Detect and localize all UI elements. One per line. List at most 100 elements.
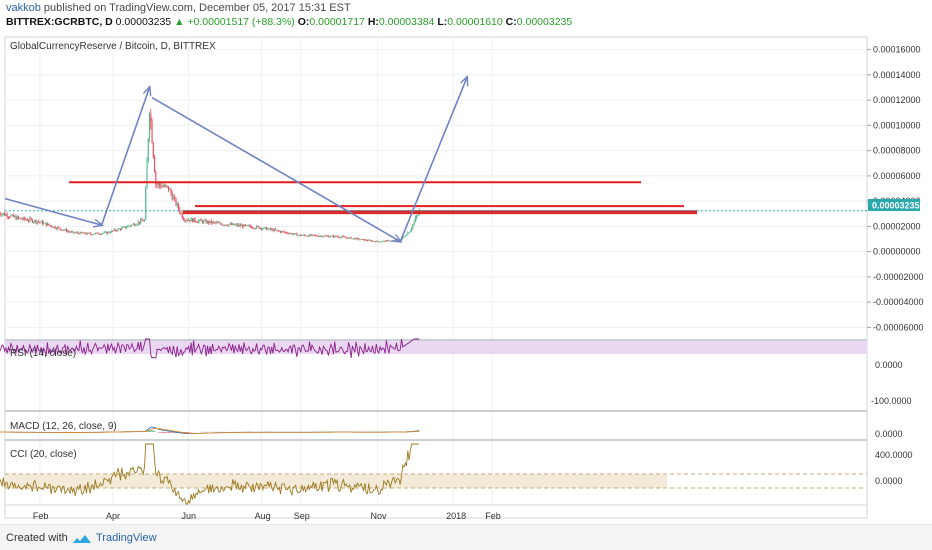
candle-body: [293, 233, 295, 235]
candle-body: [229, 223, 231, 225]
macd-histogram-bar: [164, 432, 166, 433]
low-value: 0.00001610: [447, 16, 503, 28]
candle-body: [170, 189, 172, 194]
high-value: 0.00003384: [378, 16, 435, 28]
candle-body: [17, 216, 20, 218]
candle-body: [62, 230, 64, 231]
tradingview-logo-icon[interactable]: [72, 534, 92, 544]
candle-body: [266, 227, 268, 231]
candle-body: [188, 219, 190, 221]
cci-tick-400: 400.0000: [875, 450, 913, 460]
candle-body: [101, 233, 103, 235]
candle-body: [103, 232, 105, 234]
candle-body: [107, 231, 109, 234]
candle-body: [15, 216, 17, 220]
candle-body: [360, 239, 362, 240]
candle-body: [51, 226, 54, 228]
price-tick-label: 0.00002000: [873, 221, 921, 231]
candle-body: [334, 235, 336, 238]
time-tick-label: Jun: [182, 511, 197, 521]
candle-body: [122, 226, 124, 228]
candle-body: [269, 228, 272, 230]
candle-body: [135, 225, 137, 226]
candle-body: [256, 226, 258, 229]
candle-body: [112, 230, 114, 232]
rsi-tick-0: 0.0000: [875, 360, 903, 370]
chart-svg[interactable]: GlobalCurrencyReserve / Bitcoin, D, BITT…: [0, 30, 932, 524]
candle-body: [242, 225, 244, 228]
candle-body: [213, 221, 215, 223]
main-chart-title: GlobalCurrencyReserve / Bitcoin, D, BITT…: [10, 41, 216, 52]
candle-body: [310, 234, 312, 236]
candle-body: [74, 232, 76, 234]
candle-body: [271, 229, 273, 230]
candle-body: [199, 219, 201, 221]
candle-body: [248, 225, 250, 227]
candle-body: [136, 224, 138, 226]
candle-body: [309, 234, 311, 237]
candle-body: [335, 235, 337, 237]
chart-area[interactable]: GlobalCurrencyReserve / Bitcoin, D, BITT…: [0, 30, 932, 524]
candle-body: [109, 232, 112, 234]
macd-title: MACD (12, 26, close, 9): [10, 421, 117, 432]
candle-body: [181, 213, 183, 219]
candle-body: [261, 227, 263, 230]
macd-tick-0: 0.0000: [875, 429, 903, 439]
candle-body: [189, 219, 191, 222]
candle-body: [46, 223, 49, 226]
candle-body: [165, 184, 167, 186]
candle-body: [142, 220, 144, 222]
candle-body: [238, 224, 240, 226]
trend-arrow[interactable]: [399, 77, 467, 242]
candle-body: [86, 233, 88, 235]
candle-body: [127, 225, 129, 228]
candle-body: [417, 213, 419, 216]
candle-body: [252, 227, 254, 229]
candle-body: [98, 234, 100, 235]
candle-body: [327, 235, 330, 238]
candle-body: [372, 240, 374, 242]
candle-body: [69, 231, 71, 233]
tradingview-brand[interactable]: TradingView: [96, 532, 157, 544]
trend-arrow[interactable]: [4, 197, 102, 226]
candle-body: [277, 230, 279, 231]
candle-body: [10, 215, 12, 218]
candle-body: [0, 214, 2, 216]
candle-body: [154, 156, 156, 172]
candle-body: [141, 219, 143, 221]
current-price-tag: [868, 199, 920, 211]
candle-body: [9, 217, 11, 218]
author-name[interactable]: vakkob: [6, 2, 41, 14]
candle-body: [239, 224, 241, 227]
candle-body: [278, 230, 280, 232]
candle-body: [235, 224, 238, 226]
candle-body: [263, 227, 265, 229]
macd-histogram-bar: [418, 431, 420, 432]
candle-body: [73, 231, 75, 233]
drawing-layer[interactable]: [4, 77, 867, 242]
candle-body: [151, 121, 153, 143]
candle-body: [363, 239, 365, 241]
candle-body: [75, 232, 78, 234]
trend-arrow[interactable]: [151, 96, 400, 242]
candle-body: [220, 223, 222, 226]
candle-body: [147, 138, 149, 162]
candle-body: [60, 229, 62, 231]
candle-body: [79, 232, 81, 235]
candle-body: [306, 235, 308, 237]
candle-body: [57, 227, 59, 230]
candle-body: [330, 235, 332, 237]
candle-body: [146, 161, 148, 189]
candle-body: [353, 238, 355, 240]
candle-body: [324, 235, 326, 237]
grid-layer: [5, 37, 867, 505]
ohlc-line: BITTREX:GCRBTC, D 0.00003235 ▲ +0.000015…: [6, 16, 572, 28]
trend-arrow[interactable]: [100, 88, 150, 226]
candle-body: [295, 233, 297, 235]
candle-body: [174, 197, 176, 199]
candle-body: [67, 231, 69, 232]
footer-bar: Created with TradingView: [0, 524, 932, 550]
candle-body: [149, 114, 151, 139]
candle-body: [205, 220, 207, 224]
macd-histogram-bar: [159, 432, 161, 433]
